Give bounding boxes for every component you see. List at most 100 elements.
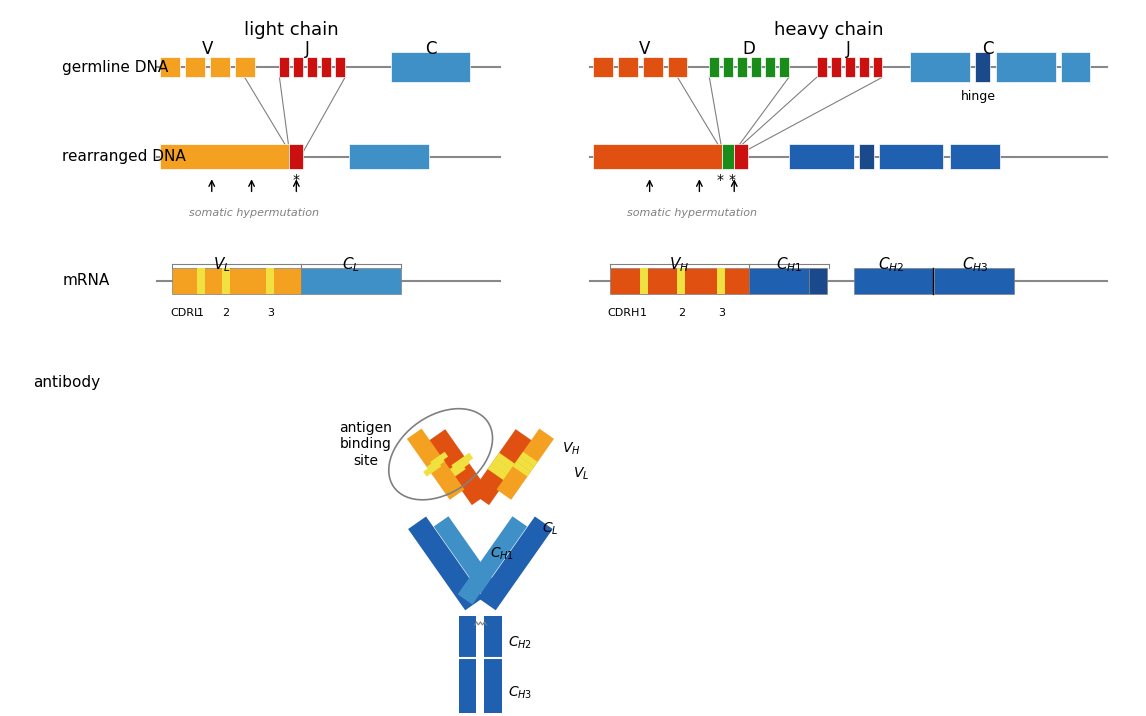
Text: $C_{H2}$: $C_{H2}$ <box>878 256 904 274</box>
Text: $C_{H3}$: $C_{H3}$ <box>961 256 988 274</box>
Bar <box>495 453 517 471</box>
Bar <box>452 453 473 471</box>
Bar <box>788 144 854 170</box>
Bar <box>751 57 761 77</box>
Bar <box>717 268 725 294</box>
Bar <box>519 452 537 467</box>
Bar <box>307 57 317 77</box>
Text: germline DNA: germline DNA <box>63 59 168 74</box>
Text: CDRH: CDRH <box>607 309 641 319</box>
Text: antibody: antibody <box>32 375 100 390</box>
Text: antigen
binding
site: antigen binding site <box>339 421 392 468</box>
Bar <box>301 268 401 294</box>
Bar <box>172 268 301 294</box>
Text: hinge: hinge <box>960 90 996 103</box>
Bar <box>879 144 943 170</box>
Bar <box>643 57 662 77</box>
Bar <box>975 52 990 82</box>
Bar <box>210 57 229 77</box>
Bar <box>950 144 1000 170</box>
Bar <box>858 144 873 170</box>
Bar <box>831 57 841 77</box>
Bar <box>667 57 688 77</box>
Bar <box>1061 52 1091 82</box>
Text: J: J <box>846 41 851 59</box>
Text: somatic hypermutation: somatic hypermutation <box>189 208 319 218</box>
Text: *: * <box>729 173 736 188</box>
Bar <box>592 57 613 77</box>
Bar <box>280 57 290 77</box>
Text: V: V <box>202 41 213 59</box>
Bar <box>235 57 254 77</box>
Bar <box>854 268 933 294</box>
Bar <box>592 144 722 170</box>
Text: $V_H$: $V_H$ <box>562 441 581 458</box>
Bar <box>391 52 471 82</box>
Text: 2: 2 <box>222 309 229 319</box>
Text: $C_{H1}$: $C_{H1}$ <box>776 256 802 274</box>
Text: 3: 3 <box>717 309 724 319</box>
Bar <box>779 57 788 77</box>
Bar <box>512 462 531 477</box>
Bar <box>427 429 489 505</box>
Text: $C_{H1}$: $C_{H1}$ <box>490 546 515 561</box>
Bar <box>267 268 274 294</box>
Text: 3: 3 <box>267 309 274 319</box>
Text: light chain: light chain <box>244 21 339 39</box>
Bar <box>350 144 429 170</box>
Bar <box>485 619 502 713</box>
Text: $C_L$: $C_L$ <box>343 256 360 274</box>
Text: 2: 2 <box>678 309 685 319</box>
Bar <box>610 268 749 294</box>
Bar <box>487 463 510 482</box>
Bar <box>845 57 855 77</box>
Bar <box>858 57 869 77</box>
Bar <box>160 57 180 77</box>
Bar <box>471 429 534 505</box>
Text: J: J <box>305 41 309 59</box>
Text: C: C <box>982 41 994 59</box>
Bar <box>749 268 809 294</box>
Bar <box>639 268 647 294</box>
Bar <box>160 144 290 170</box>
Bar <box>457 516 527 604</box>
Bar <box>910 52 970 82</box>
Bar <box>197 268 205 294</box>
Text: heavy chain: heavy chain <box>774 21 884 39</box>
Bar <box>426 457 445 472</box>
Bar <box>817 57 826 77</box>
Bar <box>221 268 229 294</box>
Text: CDRL: CDRL <box>170 309 201 319</box>
Bar <box>677 268 685 294</box>
Text: $V_L$: $V_L$ <box>573 466 589 483</box>
Bar <box>185 57 205 77</box>
Bar <box>496 429 554 500</box>
Bar <box>458 619 477 713</box>
Bar <box>735 144 748 170</box>
Bar <box>335 57 345 77</box>
Bar <box>872 57 882 77</box>
Text: D: D <box>743 41 755 59</box>
Text: somatic hypermutation: somatic hypermutation <box>627 208 758 218</box>
Bar <box>423 462 441 477</box>
Bar <box>290 144 304 170</box>
Text: mRNA: mRNA <box>63 273 110 288</box>
Bar <box>996 52 1055 82</box>
Bar <box>709 57 720 77</box>
Bar <box>737 57 747 77</box>
Text: *: * <box>293 173 300 188</box>
Bar <box>408 516 484 610</box>
Bar <box>458 616 477 622</box>
Text: $C_{H3}$: $C_{H3}$ <box>509 684 533 700</box>
Bar <box>407 429 464 500</box>
Bar <box>444 463 465 482</box>
Bar <box>809 268 826 294</box>
Bar <box>478 516 552 610</box>
Text: $C_{H2}$: $C_{H2}$ <box>509 634 533 651</box>
Bar <box>434 516 503 604</box>
Bar <box>293 57 304 77</box>
Bar <box>766 57 775 77</box>
Bar <box>321 57 331 77</box>
Bar <box>430 452 448 467</box>
Bar <box>448 458 470 476</box>
